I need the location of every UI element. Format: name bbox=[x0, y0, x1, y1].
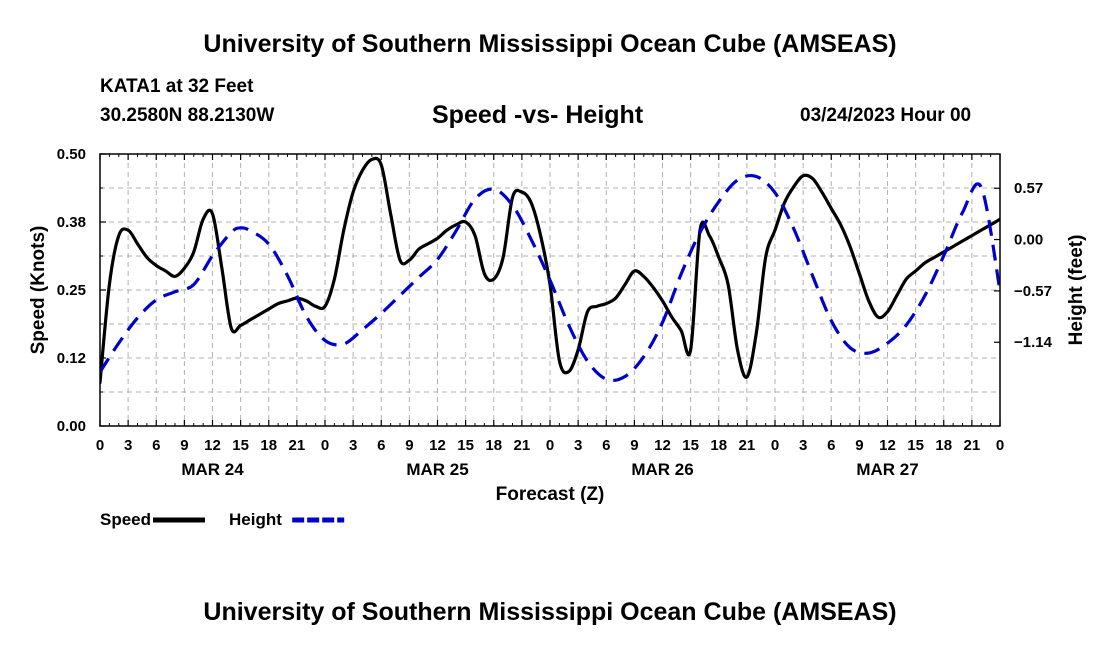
x-tick-label: 12 bbox=[654, 437, 671, 454]
x-tick-label: 3 bbox=[349, 437, 357, 454]
series-layer bbox=[100, 156, 1000, 385]
x-tick-label: 6 bbox=[827, 437, 835, 454]
x-tick-label: 12 bbox=[879, 437, 896, 454]
x-tick-label: 6 bbox=[377, 437, 385, 454]
legend-label-height: Height bbox=[229, 510, 282, 529]
x-tick-label: 12 bbox=[204, 437, 221, 454]
series-speed-line bbox=[100, 156, 1000, 385]
x-tick-label: 9 bbox=[630, 437, 638, 454]
date-label: MAR 25 bbox=[406, 460, 468, 479]
y2-tick-label: 0.57 bbox=[1014, 180, 1043, 197]
x-tick-label: 15 bbox=[232, 437, 249, 454]
axis-layer: 0 3 6 9 12 15 18 21 0 3 6 9 12 15 18 21 0 3 6 9 12 15 18 21 0 3 6 9… bbox=[57, 146, 1053, 479]
station-name: KATA1 at 32 Feet bbox=[100, 76, 254, 97]
y-tick-label: 0.12 bbox=[57, 350, 86, 367]
x-tick-label: 21 bbox=[289, 437, 306, 454]
x-tick-label: 18 bbox=[485, 437, 502, 454]
x-tick-label: 15 bbox=[457, 437, 474, 454]
x-tick-label: 0 bbox=[996, 437, 1004, 454]
x-tick-label: 9 bbox=[405, 437, 413, 454]
x-tick-label: 21 bbox=[739, 437, 756, 454]
series-height-line bbox=[100, 174, 1000, 383]
x-tick-label: 3 bbox=[799, 437, 807, 454]
x-axis-label: Forecast (Z) bbox=[496, 484, 605, 505]
page-title: University of Southern Mississippi Ocean… bbox=[203, 30, 897, 58]
y-tick-label: 0.00 bbox=[57, 418, 86, 435]
x-tick-label: 0 bbox=[771, 437, 779, 454]
x-tick-label: 0 bbox=[321, 437, 329, 454]
footer-title: University of Southern Mississippi Ocean… bbox=[203, 598, 897, 626]
y2-tick-label: −0.57 bbox=[1014, 283, 1052, 300]
legend: Speed Height bbox=[100, 510, 345, 529]
x-tick-label: 3 bbox=[124, 437, 132, 454]
x-tick-label: 21 bbox=[514, 437, 531, 454]
x-tick-label: 12 bbox=[429, 437, 446, 454]
x-tick-label: 9 bbox=[180, 437, 188, 454]
x-tick-label: 0 bbox=[96, 437, 104, 454]
x-tick-label: 18 bbox=[710, 437, 727, 454]
x-tick-label: 6 bbox=[152, 437, 160, 454]
forecast-date: 03/24/2023 Hour 00 bbox=[800, 105, 972, 126]
y-axis-label: Speed (Knots) bbox=[28, 226, 49, 355]
y-tick-label: 0.50 bbox=[57, 146, 86, 163]
y2-tick-label: −1.14 bbox=[1014, 334, 1053, 351]
chart-title: Speed -vs- Height bbox=[432, 101, 644, 129]
x-tick-label: 9 bbox=[855, 437, 863, 454]
x-tick-label: 18 bbox=[935, 437, 952, 454]
y2-tick-label: 0.00 bbox=[1014, 232, 1043, 249]
date-label: MAR 24 bbox=[181, 460, 244, 479]
y-tick-label: 0.38 bbox=[57, 214, 86, 231]
station-coordinates: 30.2580N 88.2130W bbox=[100, 105, 275, 126]
x-tick-label: 15 bbox=[682, 437, 699, 454]
x-tick-label: 0 bbox=[546, 437, 554, 454]
x-tick-label: 21 bbox=[964, 437, 981, 454]
x-tick-label: 6 bbox=[602, 437, 610, 454]
x-tick-label: 15 bbox=[907, 437, 924, 454]
legend-label-speed: Speed bbox=[100, 510, 151, 529]
y-tick-label: 0.25 bbox=[57, 282, 86, 299]
date-label: MAR 26 bbox=[631, 460, 693, 479]
y2-axis-label: Height (feet) bbox=[1066, 235, 1087, 346]
date-label: MAR 27 bbox=[856, 460, 918, 479]
x-tick-label: 3 bbox=[574, 437, 582, 454]
x-tick-label: 18 bbox=[260, 437, 277, 454]
